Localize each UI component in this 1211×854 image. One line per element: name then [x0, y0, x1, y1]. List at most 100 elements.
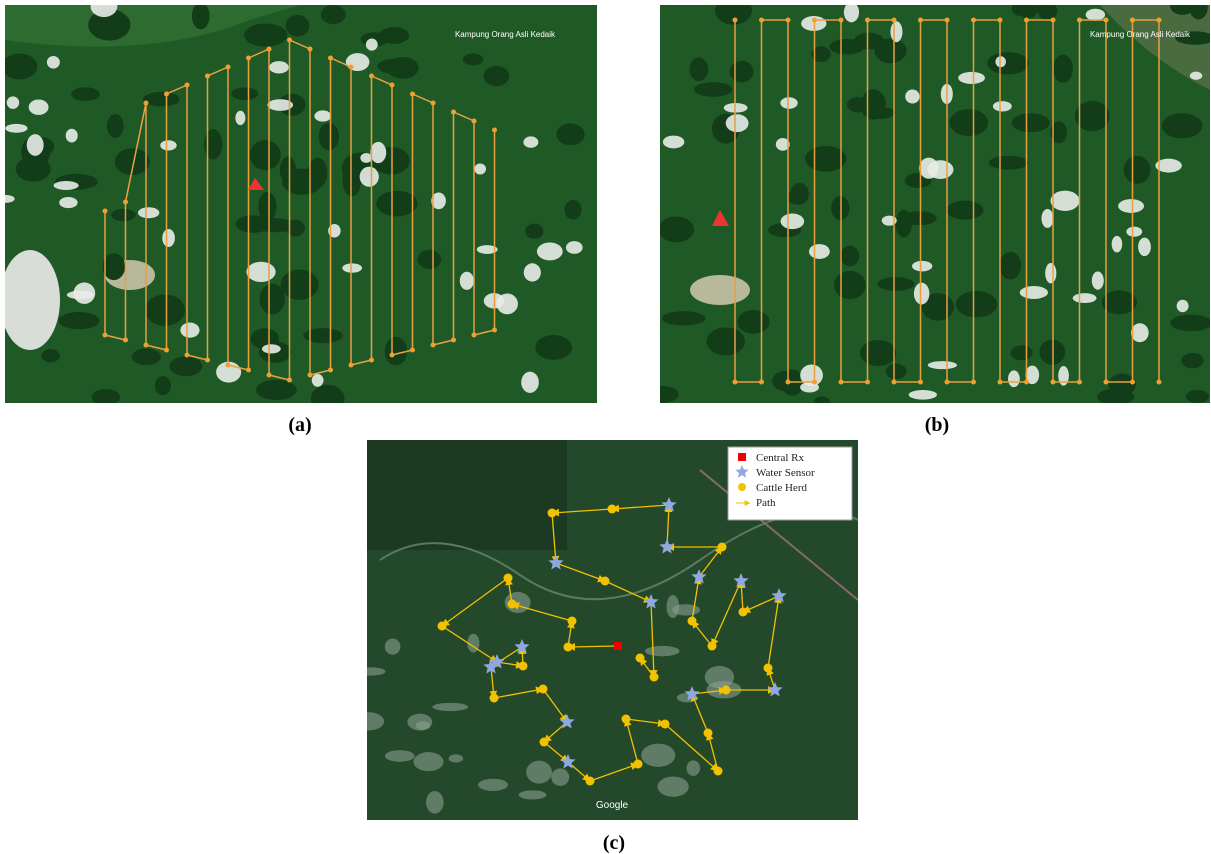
cattle-herd — [636, 654, 645, 663]
forest-patch — [877, 277, 914, 291]
cloud — [474, 164, 486, 175]
forest-patch — [662, 311, 706, 325]
forest-patch — [343, 165, 362, 197]
cloud — [138, 207, 159, 218]
forest-patch — [565, 200, 582, 220]
cloud — [366, 38, 378, 50]
cloud — [523, 136, 538, 147]
cloud — [1092, 271, 1104, 289]
cattle-herd — [714, 767, 723, 776]
forest-patch — [841, 245, 860, 266]
waypoint — [971, 18, 976, 23]
waypoint — [246, 368, 251, 373]
cloud — [7, 96, 19, 109]
cloud — [667, 595, 680, 618]
cloud — [413, 752, 443, 771]
waypoint — [123, 200, 128, 205]
cloud — [1131, 323, 1149, 342]
cloud — [1190, 72, 1202, 80]
cloud — [1177, 300, 1189, 312]
cattle-herd — [722, 686, 731, 695]
waypoint — [390, 353, 395, 358]
cloud — [180, 323, 199, 338]
waypoint — [1024, 380, 1029, 385]
cloud — [657, 777, 688, 797]
waypoint — [865, 380, 870, 385]
waypoint — [267, 47, 272, 52]
cattle-herd — [688, 617, 697, 626]
forest-patch — [1186, 390, 1209, 403]
waypoint — [431, 343, 436, 348]
cattle-herd — [718, 543, 727, 552]
cloud — [844, 2, 859, 22]
cattle-herd — [764, 664, 773, 673]
forest-patch — [132, 349, 161, 366]
cloud — [641, 744, 675, 767]
cloud — [521, 372, 539, 393]
cloud — [1045, 263, 1056, 283]
waypoint — [287, 378, 292, 383]
cloud — [1118, 199, 1144, 213]
legend-label: Path — [756, 497, 776, 509]
waypoint — [164, 348, 169, 353]
cloud — [912, 261, 932, 272]
waypoint — [812, 380, 817, 385]
cattle-herd — [548, 509, 557, 518]
cloud — [905, 90, 920, 104]
cloud — [449, 754, 464, 762]
forest-patch — [169, 356, 202, 376]
forest-patch — [385, 337, 407, 366]
cloud — [780, 97, 797, 109]
forest-patch — [59, 312, 100, 329]
forest-patch — [311, 385, 345, 414]
waypoint — [123, 338, 128, 343]
cloud — [1126, 227, 1142, 237]
waypoint — [892, 18, 897, 23]
waypoint — [786, 380, 791, 385]
cattle-herd — [438, 622, 447, 631]
cloud — [262, 344, 281, 353]
cloud — [385, 750, 415, 761]
cattle-herd — [601, 577, 610, 586]
forest-patch — [860, 340, 896, 366]
cloud — [162, 229, 175, 247]
cloud — [914, 283, 929, 305]
waypoint — [733, 380, 738, 385]
forest-patch — [281, 270, 319, 300]
forest-patch — [1053, 55, 1073, 83]
forest-patch — [376, 191, 417, 217]
legend-label: Central Rx — [756, 452, 804, 464]
cloud — [47, 56, 60, 69]
cattle-herd — [708, 642, 717, 651]
cloud — [645, 646, 680, 656]
cloud — [66, 129, 78, 143]
waypoint — [1104, 380, 1109, 385]
waypoint — [492, 328, 497, 333]
panel-label: (c) — [603, 832, 625, 854]
forest-patch — [71, 87, 100, 101]
cloud — [1020, 286, 1048, 299]
cloud — [537, 243, 563, 261]
forest-patch — [155, 376, 171, 395]
waypoint — [308, 373, 313, 378]
forest-patch — [658, 216, 694, 242]
cattle-herd — [564, 643, 573, 652]
cloud — [29, 99, 49, 114]
waypoint — [1130, 380, 1135, 385]
forest-patch — [321, 5, 346, 24]
forest-patch — [829, 39, 864, 55]
cloud — [519, 790, 547, 799]
waypoint — [1157, 380, 1162, 385]
cattle-herd — [704, 729, 713, 738]
waypoint — [185, 83, 190, 88]
waypoint — [226, 65, 231, 70]
waypoint — [287, 38, 292, 43]
waypoint — [472, 333, 477, 338]
forest-patch — [689, 57, 708, 81]
legend-label: Cattle Herd — [756, 482, 808, 494]
forest-patch — [418, 250, 442, 269]
forest-patch — [738, 310, 770, 334]
forest-patch — [834, 271, 866, 299]
waypoint — [971, 380, 976, 385]
forest-patch — [107, 114, 124, 138]
